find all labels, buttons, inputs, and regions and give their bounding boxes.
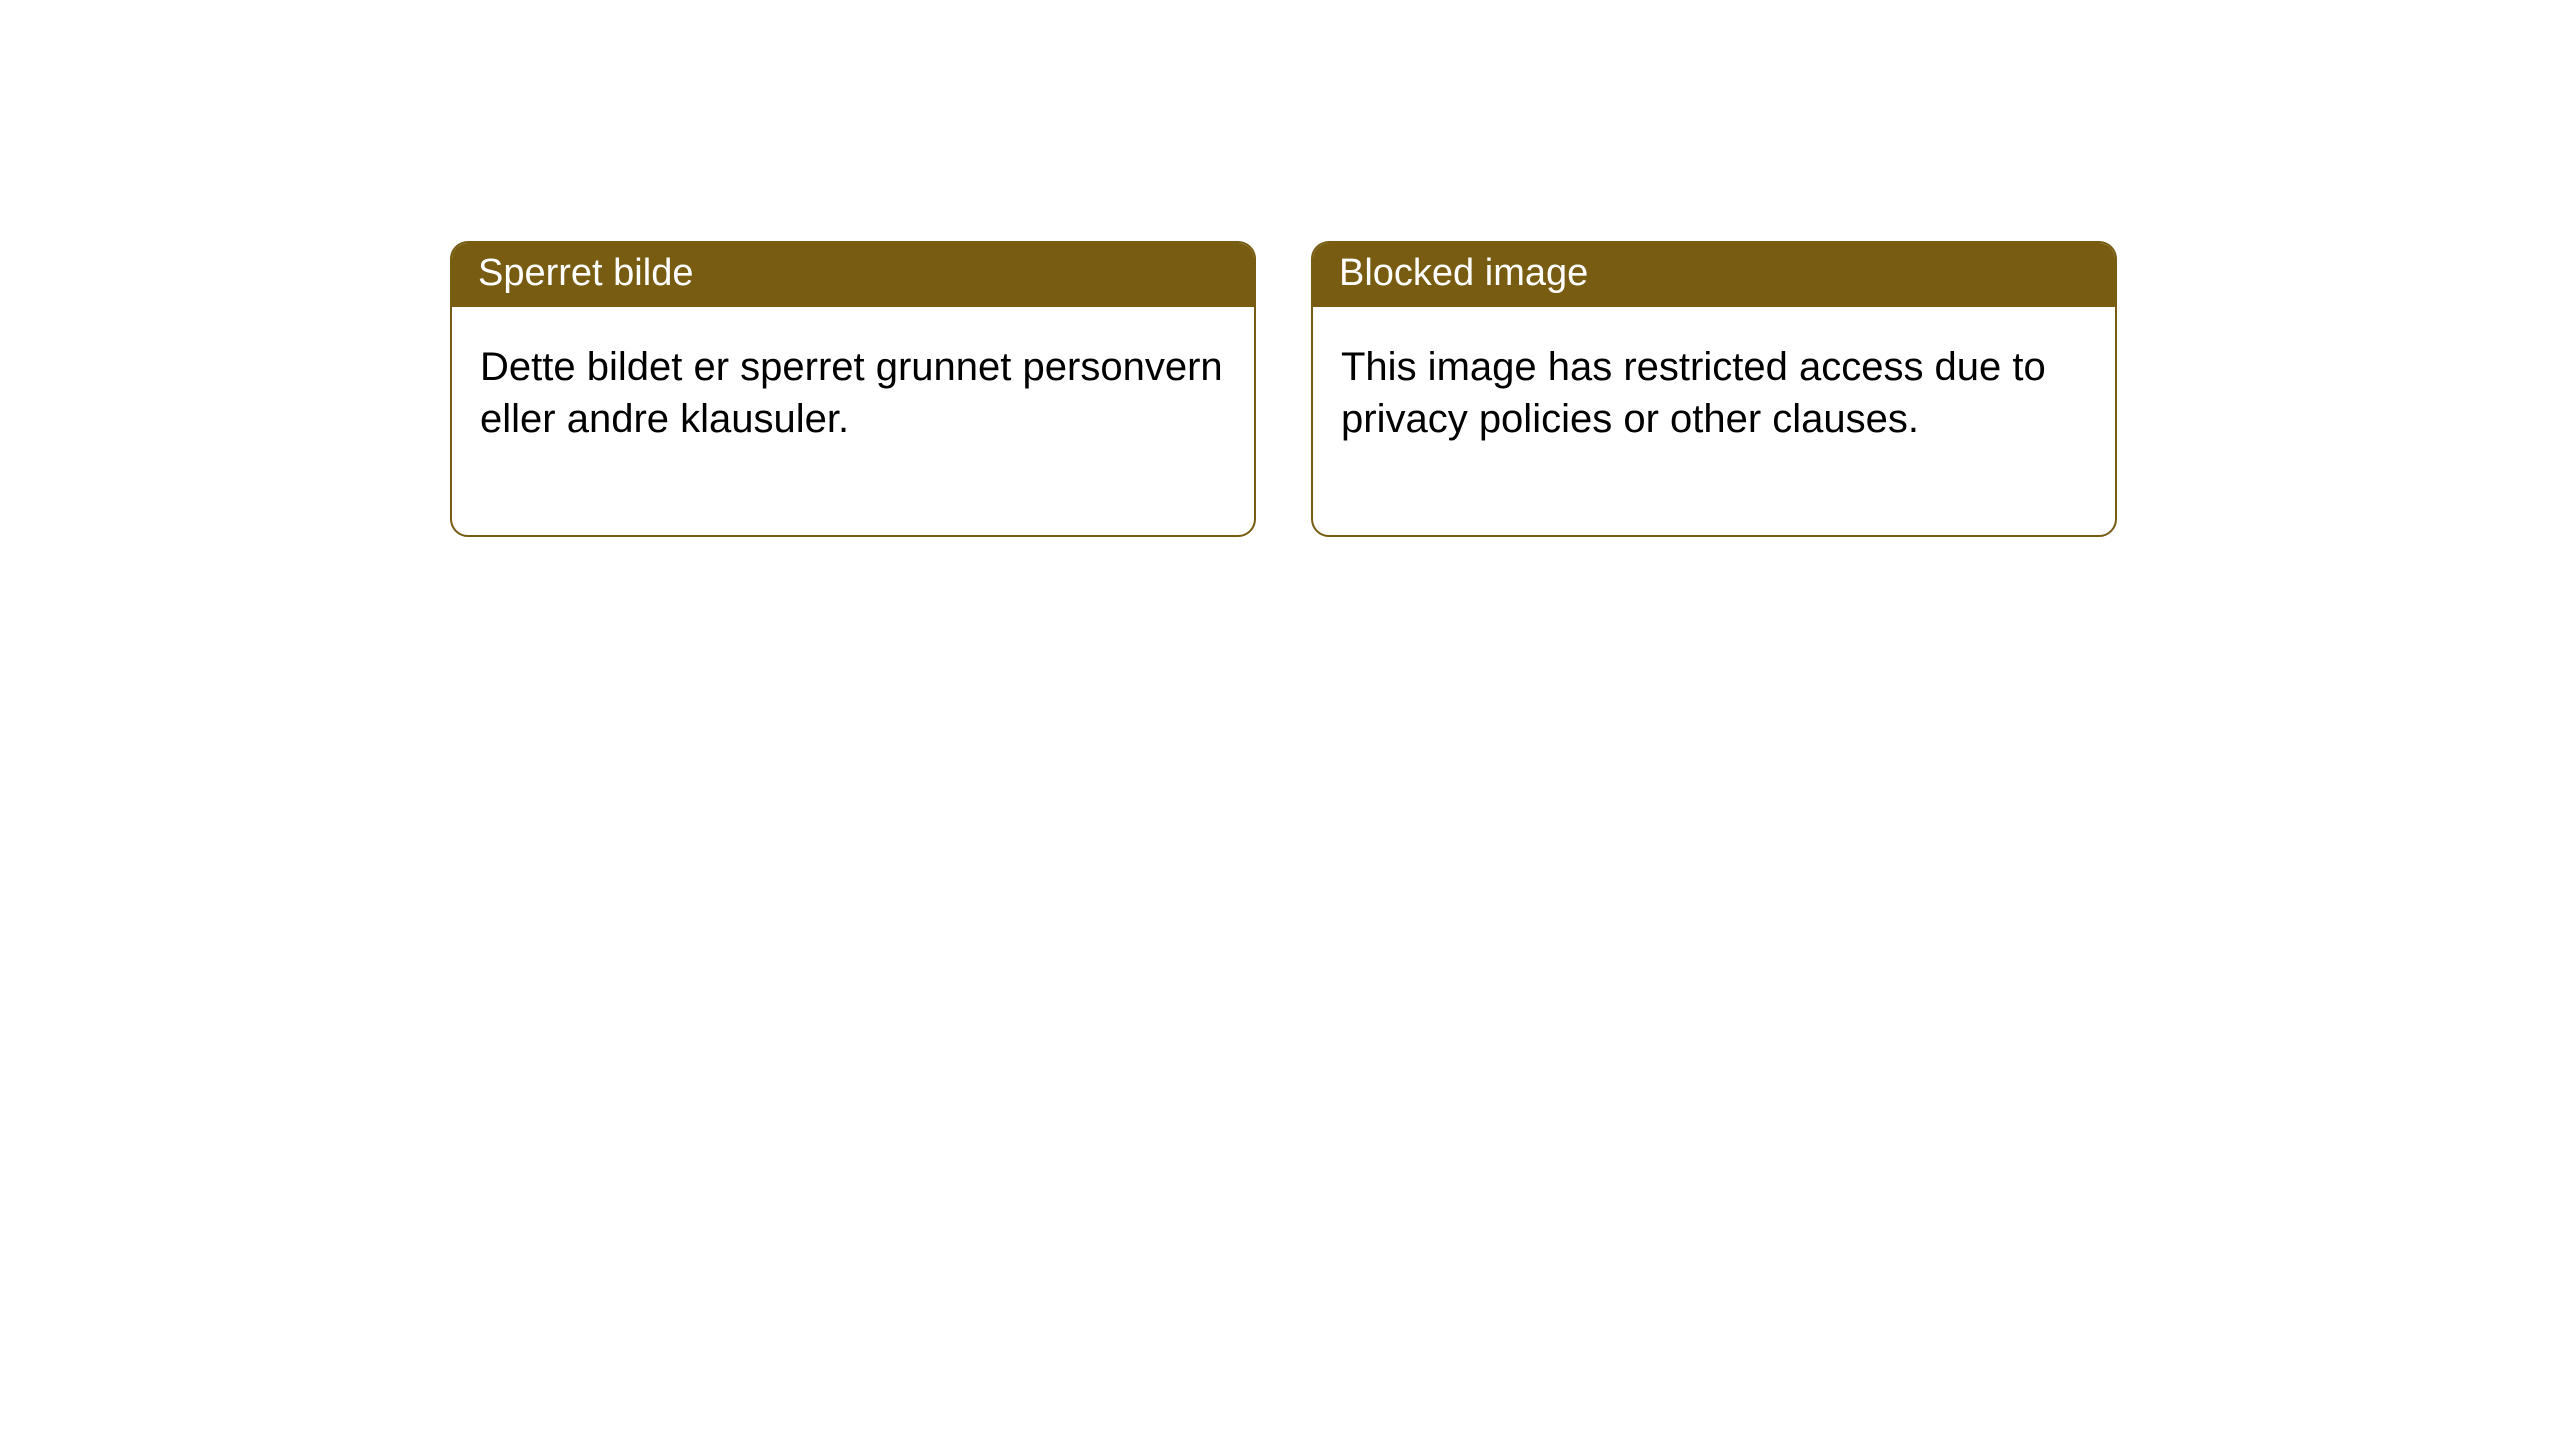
notice-container: Sperret bilde Dette bildet er sperret gr… [0, 0, 2560, 537]
notice-message: This image has restricted access due to … [1313, 307, 2115, 535]
notice-card-norwegian: Sperret bilde Dette bildet er sperret gr… [450, 241, 1256, 537]
notice-title: Sperret bilde [452, 243, 1254, 307]
notice-title: Blocked image [1313, 243, 2115, 307]
notice-message: Dette bildet er sperret grunnet personve… [452, 307, 1254, 535]
notice-card-english: Blocked image This image has restricted … [1311, 241, 2117, 537]
